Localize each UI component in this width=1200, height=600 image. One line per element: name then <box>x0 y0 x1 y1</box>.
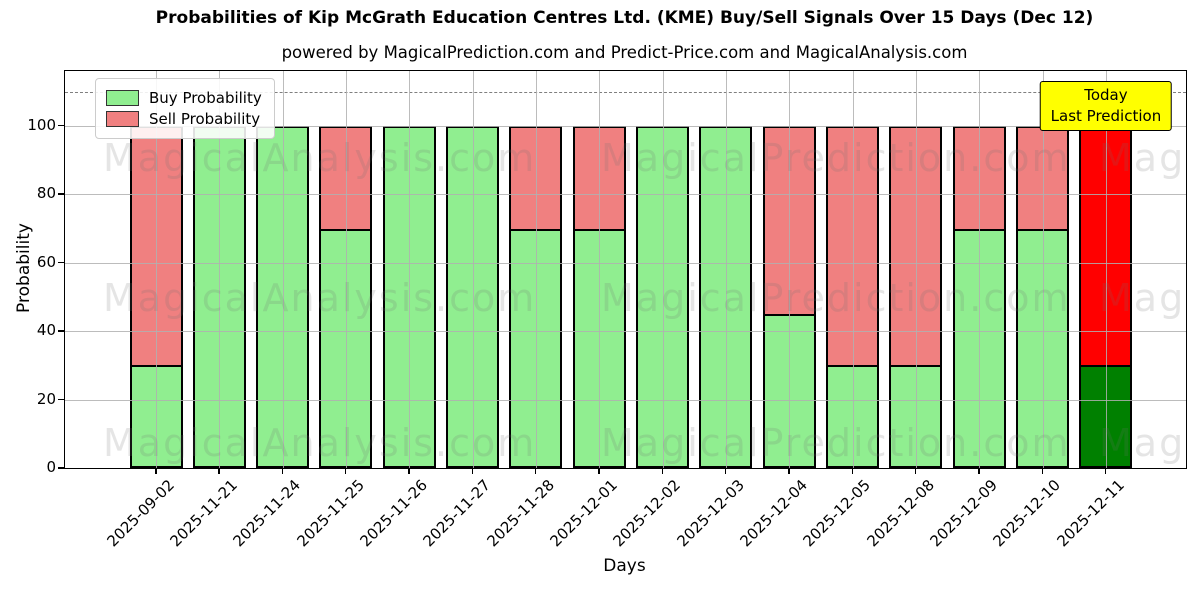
v-gridline <box>725 71 727 468</box>
y-tick-label: 20 <box>36 389 56 408</box>
x-tick-mark <box>155 468 157 474</box>
v-gridline <box>852 71 854 468</box>
y-tick-label: 40 <box>36 321 56 340</box>
x-tick-label: 2025-11-25 <box>293 476 368 551</box>
dashed-threshold-line <box>65 91 1186 93</box>
x-tick-label: 2025-12-10 <box>989 476 1065 551</box>
x-tick-label: 2025-12-08 <box>863 476 938 551</box>
today-annotation-line1: Today <box>1084 86 1128 104</box>
x-tick-mark <box>661 468 664 474</box>
legend-label: Sell Probability <box>149 110 261 128</box>
x-tick-mark <box>534 468 537 474</box>
x-tick-mark <box>788 468 790 474</box>
h-gridline <box>65 125 1186 127</box>
chart-title: Probabilities of Kip McGrath Education C… <box>155 8 1094 28</box>
v-gridline <box>282 71 284 468</box>
h-gridline <box>65 331 1186 333</box>
chart-subtitle: powered by MagicalPrediction.com and Pre… <box>281 43 968 62</box>
x-tick-label: 2025-12-04 <box>736 476 812 551</box>
v-gridline <box>789 71 791 468</box>
x-tick-mark <box>471 468 474 474</box>
today-annotation-line2: Last Prediction <box>1050 107 1162 125</box>
v-gridline <box>219 71 221 468</box>
x-tick-label: 2025-09-02 <box>103 476 178 551</box>
y-tick-label: 100 <box>27 115 56 134</box>
x-tick-mark <box>914 468 917 474</box>
y-tick-label: 80 <box>36 184 56 203</box>
v-gridline <box>979 71 981 468</box>
x-tick-label: 2025-11-24 <box>230 476 305 551</box>
v-gridline <box>1042 71 1044 468</box>
h-gridline <box>65 194 1186 196</box>
v-gridline <box>1105 71 1107 468</box>
sell-legend-swatch <box>106 111 139 127</box>
x-tick-mark <box>408 468 410 474</box>
v-gridline <box>535 71 537 468</box>
plot-area: Buy Probability Sell Probability Today La… <box>64 70 1187 469</box>
y-tick-label: 60 <box>36 252 56 271</box>
y-tick-mark <box>58 193 64 195</box>
x-axis-label: Days <box>603 556 646 576</box>
x-tick-label: 2025-11-28 <box>483 476 558 551</box>
y-tick-mark <box>58 330 64 332</box>
x-tick-label: 2025-12-09 <box>926 476 1002 551</box>
x-tick-mark <box>598 468 600 474</box>
legend: Buy Probability Sell Probability <box>95 78 275 139</box>
legend-label: Buy Probability <box>149 89 262 107</box>
x-tick-mark <box>1104 468 1107 474</box>
y-tick-label: 0 <box>46 458 56 476</box>
x-tick-label: 2025-12-11 <box>1053 476 1128 551</box>
x-tick-label: 2025-12-01 <box>546 476 622 551</box>
y-tick-mark <box>58 398 64 401</box>
v-gridline <box>915 71 917 468</box>
y-tick-mark <box>58 261 64 264</box>
x-tick-label: 2025-12-02 <box>609 476 685 551</box>
x-tick-mark <box>851 468 854 474</box>
x-tick-mark <box>724 468 727 474</box>
y-tick-mark <box>58 124 64 127</box>
today-annotation: Today Last Prediction <box>1039 81 1173 131</box>
v-gridline <box>599 71 601 468</box>
x-tick-mark <box>1041 468 1044 474</box>
x-tick-mark <box>978 468 980 474</box>
legend-item: Sell Probability <box>106 110 262 128</box>
x-tick-mark <box>344 468 347 474</box>
x-tick-label: 2025-11-21 <box>166 476 242 551</box>
x-tick-label: 2025-11-27 <box>420 476 495 551</box>
h-gridline <box>65 262 1186 264</box>
y-tick-mark <box>58 467 64 469</box>
x-tick-mark <box>281 468 284 474</box>
x-tick-label: 2025-12-05 <box>799 476 875 551</box>
legend-item: Buy Probability <box>106 89 262 107</box>
v-gridline <box>662 71 664 468</box>
v-gridline <box>472 71 474 468</box>
v-gridline <box>156 71 157 468</box>
v-gridline <box>409 71 411 468</box>
buy-legend-swatch <box>106 90 139 106</box>
v-gridline <box>345 71 347 468</box>
x-tick-label: 2025-11-26 <box>356 476 432 551</box>
h-gridline <box>65 399 1186 401</box>
x-tick-mark <box>218 468 220 474</box>
x-tick-label: 2025-12-03 <box>673 476 748 551</box>
